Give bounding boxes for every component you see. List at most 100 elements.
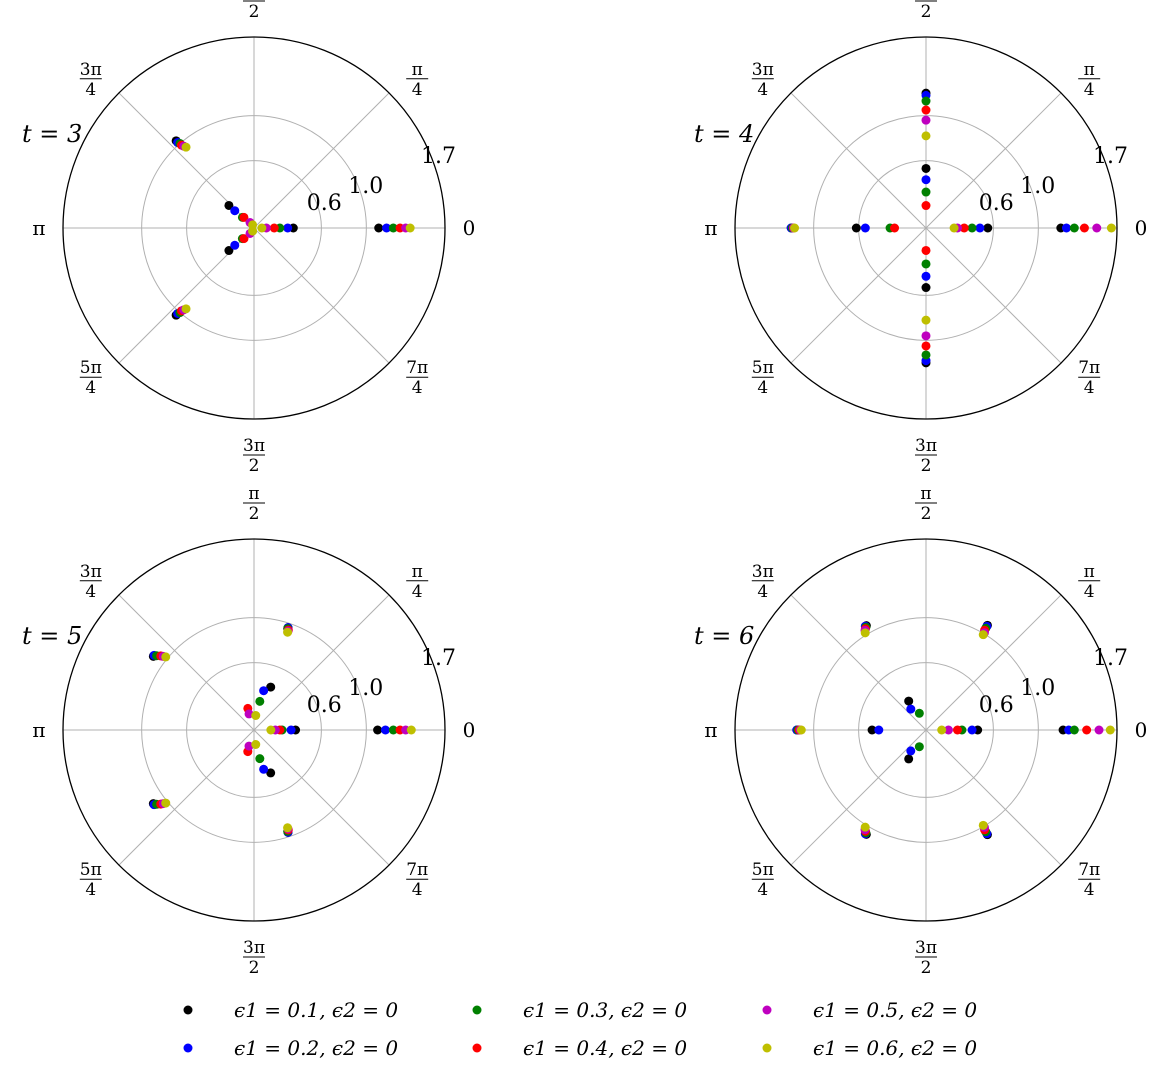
data-point <box>1106 223 1116 233</box>
data-point <box>269 223 279 233</box>
data-point <box>257 223 267 233</box>
data-point <box>967 725 977 735</box>
theta-tick-label-denominator: 2 <box>249 958 260 978</box>
legend-label: ϵ1 = 0.4, ϵ2 = 0 <box>523 1036 687 1060</box>
data-point <box>921 201 931 211</box>
data-point <box>251 739 261 749</box>
data-point <box>921 187 931 197</box>
theta-tick-label-denominator: 2 <box>249 504 260 524</box>
theta-tick-label-denominator: 4 <box>1084 80 1095 100</box>
theta-tick-label-denominator: 4 <box>412 582 423 602</box>
data-point <box>921 259 931 269</box>
radial-tick-label: 1.7 <box>1093 144 1128 169</box>
legend-entry: ϵ1 = 0.6, ϵ2 = 0 <box>762 1036 977 1060</box>
theta-tick-label-numerator: 3π <box>915 938 937 958</box>
radial-tick-label: 0.6 <box>307 693 342 718</box>
theta-tick-label-denominator: 4 <box>85 80 96 100</box>
data-point <box>1092 223 1102 233</box>
data-point <box>921 271 931 281</box>
theta-tick-label-numerator: 3π <box>80 60 102 80</box>
legend-marker <box>183 1043 193 1053</box>
angular-gridline <box>925 594 1062 731</box>
data-point <box>373 725 383 735</box>
theta-tick-label-denominator: 2 <box>921 2 932 22</box>
legend-label: ϵ1 = 0.2, ϵ2 = 0 <box>234 1036 398 1060</box>
angular-gridline <box>118 594 255 731</box>
theta-tick-label: 0 <box>463 718 476 742</box>
data-point <box>921 341 931 351</box>
theta-tick-label-denominator: 4 <box>757 80 768 100</box>
legend-marker <box>183 1005 193 1015</box>
theta-tick-label-numerator: 3π <box>80 562 102 582</box>
data-point <box>921 105 931 115</box>
data-point <box>1105 725 1115 735</box>
data-point <box>388 223 398 233</box>
data-point <box>283 627 293 637</box>
theta-tick-label-denominator: 4 <box>757 880 768 900</box>
legend-label: ϵ1 = 0.3, ϵ2 = 0 <box>523 998 687 1022</box>
legend-entry: ϵ1 = 0.5, ϵ2 = 0 <box>762 998 977 1022</box>
legend-entry: ϵ1 = 0.2, ϵ2 = 0 <box>183 1036 398 1060</box>
theta-tick-label-denominator: 4 <box>1084 880 1095 900</box>
theta-tick-label-numerator: 7π <box>406 358 428 378</box>
theta-tick-label-numerator: 7π <box>1078 358 1100 378</box>
data-point <box>921 115 931 125</box>
series-6 <box>790 131 1116 325</box>
polar-frame <box>62 36 446 420</box>
angular-gridline <box>925 92 1062 229</box>
data-point <box>230 240 240 250</box>
data-point <box>248 226 258 236</box>
data-point <box>382 223 392 233</box>
panel-label: t = 5 <box>22 622 82 650</box>
theta-tick-label: π <box>32 718 45 742</box>
data-point <box>921 96 931 106</box>
data-point <box>286 725 296 735</box>
legend-marker <box>762 1005 772 1015</box>
angular-gridline <box>790 92 927 229</box>
theta-tick-label-denominator: 4 <box>757 378 768 398</box>
polar-frame <box>734 36 1118 420</box>
theta-tick-label-numerator: 5π <box>752 358 774 378</box>
data-point <box>244 709 254 719</box>
data-point <box>921 245 931 255</box>
data-point <box>266 768 276 778</box>
data-point <box>388 725 398 735</box>
theta-tick-label: 0 <box>1135 216 1148 240</box>
angular-gridline <box>925 729 1062 866</box>
legend-entry: ϵ1 = 0.1, ϵ2 = 0 <box>183 998 398 1022</box>
panel-label: t = 4 <box>694 120 754 148</box>
theta-tick-label-numerator: 3π <box>915 436 937 456</box>
radial-tick-label: 1.7 <box>1093 646 1128 671</box>
data-point <box>904 754 914 764</box>
angular-gridline <box>790 729 927 866</box>
data-point <box>1069 223 1079 233</box>
theta-tick-label-numerator: π <box>1084 562 1095 582</box>
theta-tick-label-numerator: π <box>412 562 423 582</box>
theta-tick-label-numerator: 3π <box>243 938 265 958</box>
theta-tick-label: 0 <box>1135 718 1148 742</box>
legend-marker <box>472 1043 482 1053</box>
data-point <box>860 628 870 638</box>
data-point <box>851 223 861 233</box>
theta-tick-label-denominator: 2 <box>921 504 932 524</box>
data-point <box>860 223 870 233</box>
data-point <box>860 822 870 832</box>
data-point <box>890 223 900 233</box>
data-point <box>283 823 293 833</box>
theta-tick-label-denominator: 4 <box>1084 582 1095 602</box>
data-point <box>255 754 265 764</box>
data-point <box>239 234 249 244</box>
theta-tick-label-numerator: 7π <box>406 860 428 880</box>
theta-tick-label-numerator: π <box>1084 60 1095 80</box>
data-point <box>1082 725 1092 735</box>
theta-tick-label: π <box>704 216 717 240</box>
data-point <box>959 223 969 233</box>
data-point <box>975 223 985 233</box>
angular-gridline <box>925 227 1062 364</box>
data-point <box>937 725 947 735</box>
legend-marker <box>762 1043 772 1053</box>
data-point <box>161 652 171 662</box>
